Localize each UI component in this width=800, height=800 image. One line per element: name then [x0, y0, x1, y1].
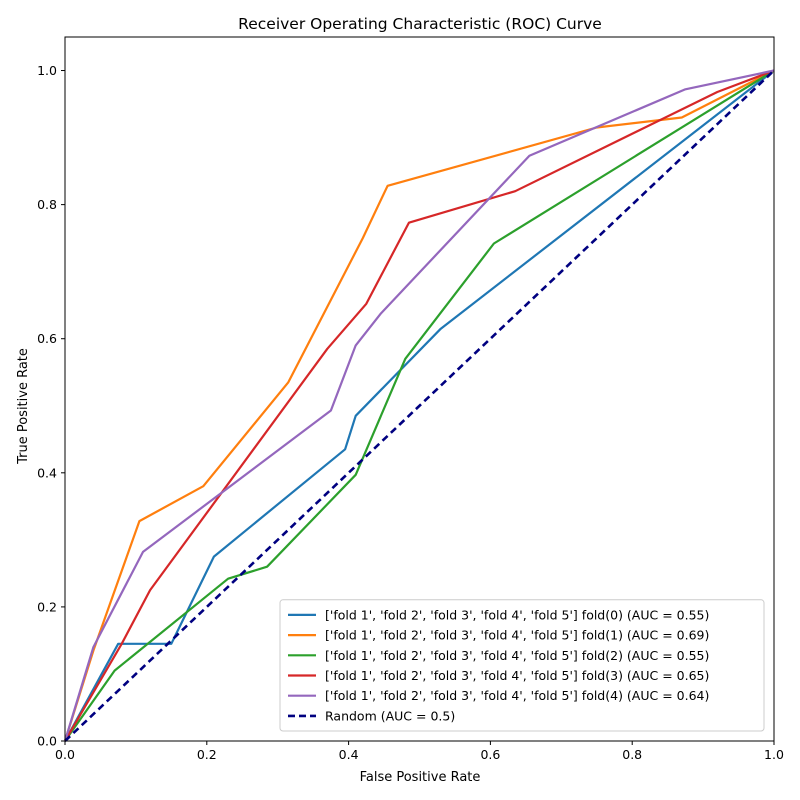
series-line-0 [64, 69, 775, 742]
legend-label-4: ['fold 1', 'fold 2', 'fold 3', 'fold 4',… [325, 688, 709, 703]
x-tick-label: 1.0 [764, 747, 784, 762]
y-axis-ticks: 0.0 0.2 0.4 0.6 0.8 1.0 [37, 63, 65, 749]
series-line-5 [64, 69, 775, 742]
series-line-4 [63, 69, 775, 742]
legend-label-2: ['fold 1', 'fold 2', 'fold 3', 'fold 4',… [325, 648, 709, 663]
x-tick-label: 0.2 [197, 747, 217, 762]
series-line-2 [64, 69, 775, 742]
legend: ['fold 1', 'fold 2', 'fold 3', 'fold 4',… [279, 599, 765, 732]
x-tick-label: 0.8 [622, 747, 642, 762]
legend-box [279, 599, 765, 732]
y-axis-label: True Positive Rate [16, 348, 31, 465]
legend-label-3: ['fold 1', 'fold 2', 'fold 3', 'fold 4',… [325, 668, 709, 683]
x-tick-label: 0.0 [55, 747, 75, 762]
y-tick-label: 0.0 [37, 734, 57, 749]
y-tick-label: 1.0 [37, 63, 57, 78]
series-line-1 [63, 69, 775, 742]
series-line-3 [64, 69, 775, 742]
x-axis-label: False Positive Rate [360, 770, 481, 785]
y-tick-label: 0.6 [37, 331, 57, 346]
x-tick-label: 0.4 [339, 747, 359, 762]
y-tick-label: 0.4 [37, 465, 57, 480]
y-tick-label: 0.8 [37, 197, 57, 212]
y-tick-label: 0.2 [37, 599, 57, 614]
x-tick-label: 0.6 [480, 747, 500, 762]
chart-title: Receiver Operating Characteristic (ROC) … [238, 15, 602, 33]
legend-label-0: ['fold 1', 'fold 2', 'fold 3', 'fold 4',… [325, 607, 709, 622]
series-lines [63, 69, 775, 742]
legend-label-5: Random (AUC = 0.5) [325, 708, 455, 723]
plot-frame [64, 36, 775, 742]
x-axis-ticks: 0.0 0.2 0.4 0.6 0.8 1.0 [55, 741, 784, 762]
legend-label-1: ['fold 1', 'fold 2', 'fold 3', 'fold 4',… [325, 628, 709, 643]
